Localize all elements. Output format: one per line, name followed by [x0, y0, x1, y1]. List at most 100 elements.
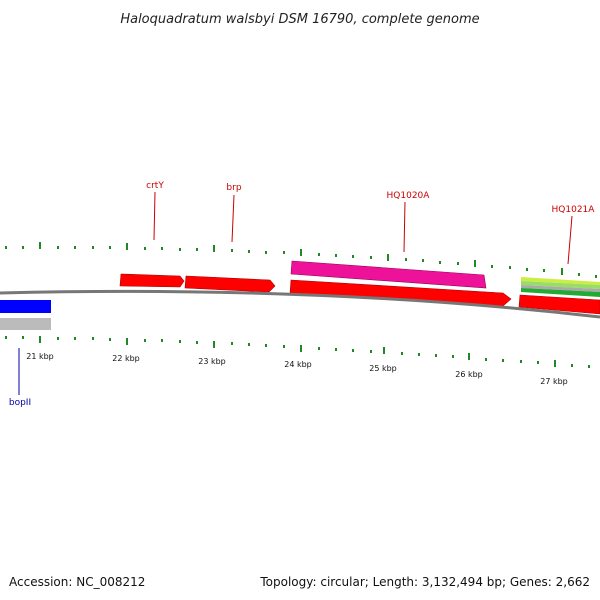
- gene-HQ1021A-lightgreen[interactable]: [521, 281, 600, 289]
- inner-minor-tick: [335, 348, 337, 351]
- outer-minor-tick: [318, 253, 320, 256]
- outer-minor-tick: [422, 259, 424, 262]
- outer-tick-row: [5, 242, 597, 278]
- outer-minor-tick: [57, 246, 59, 249]
- outer-major-tick: [300, 249, 302, 256]
- tick-label-25kbp: 25 kbp: [369, 364, 397, 373]
- outer-minor-tick: [22, 246, 24, 249]
- inner-major-tick: [300, 345, 302, 352]
- gene-HQ1021A-grey[interactable]: [521, 285, 600, 292]
- inner-minor-tick: [196, 341, 198, 344]
- tick-label-22kbp: 22 kbp: [112, 354, 140, 363]
- outer-minor-tick: [352, 255, 354, 258]
- gene-brp[interactable]: [184, 275, 276, 293]
- gene-label-bopII[interactable]: bopII: [9, 398, 31, 408]
- tick-label-23kbp: 23 kbp: [198, 357, 226, 366]
- inner-minor-tick: [92, 337, 94, 340]
- inner-minor-tick: [370, 350, 372, 353]
- outer-minor-tick: [491, 265, 493, 268]
- gene-label-crtY[interactable]: crtY: [146, 181, 164, 191]
- inner-minor-tick: [588, 365, 590, 368]
- gene-bopII-grey[interactable]: [0, 318, 51, 330]
- inner-minor-tick: [435, 354, 437, 357]
- inner-minor-tick: [109, 338, 111, 341]
- inner-minor-tick: [161, 339, 163, 342]
- inner-minor-tick: [74, 337, 76, 340]
- outer-minor-tick: [283, 251, 285, 254]
- inner-major-tick: [126, 338, 128, 345]
- accession-label: Accession: NC_008212: [9, 575, 145, 589]
- gene-HQ1021A-green[interactable]: [521, 288, 600, 297]
- outer-minor-tick: [457, 262, 459, 265]
- gene-label-HQ1020A[interactable]: HQ1020A: [387, 191, 431, 201]
- gene-label-HQ1021A[interactable]: HQ1021A: [552, 205, 596, 215]
- outer-minor-tick: [439, 261, 441, 264]
- inner-major-tick: [213, 341, 215, 348]
- leader-line-HQ1020A: [403, 201, 406, 253]
- inner-minor-tick: [22, 336, 24, 339]
- genome-stats: Topology: circular; Length: 3,132,494 bp…: [259, 575, 590, 589]
- tick-label-24kbp: 24 kbp: [284, 360, 312, 369]
- gene-HQ1021A-red[interactable]: [518, 294, 600, 315]
- outer-minor-tick: [526, 268, 528, 271]
- inner-major-tick: [383, 347, 385, 354]
- inner-minor-tick: [418, 353, 420, 356]
- gene-leader-lines: [18, 191, 573, 395]
- outer-minor-tick: [509, 266, 511, 269]
- outer-minor-tick: [370, 256, 372, 259]
- outer-minor-tick: [5, 246, 7, 249]
- reverse-strand-genes: [0, 300, 51, 330]
- inner-major-tick: [468, 353, 470, 360]
- map-title: Haloquadratum walsbyi DSM 16790, complet…: [120, 12, 479, 27]
- inner-minor-tick: [318, 347, 320, 350]
- outer-minor-tick: [179, 248, 181, 251]
- inner-minor-tick: [520, 360, 522, 363]
- tick-label-26kbp: 26 kbp: [455, 370, 483, 379]
- inner-minor-tick: [485, 358, 487, 361]
- inner-minor-tick: [537, 361, 539, 364]
- outer-minor-tick: [578, 273, 580, 276]
- gene-labels: crtY brp HQ1020A HQ1021A bopII: [9, 181, 595, 408]
- inner-minor-tick: [502, 359, 504, 362]
- inner-minor-tick: [5, 336, 7, 339]
- outer-major-tick: [213, 245, 215, 252]
- inner-minor-tick: [571, 364, 573, 367]
- forward-strand-genes: [119, 260, 600, 315]
- inner-minor-tick: [265, 344, 267, 347]
- gene-HQ1020A-highlight[interactable]: [290, 260, 487, 289]
- inner-minor-tick: [179, 340, 181, 343]
- gene-bopII[interactable]: [0, 300, 51, 313]
- outer-minor-tick: [595, 275, 597, 278]
- leader-line-brp: [231, 194, 235, 243]
- inner-minor-tick: [352, 349, 354, 352]
- inner-major-tick: [39, 336, 41, 343]
- outer-minor-tick: [405, 258, 407, 261]
- gene-label-brp[interactable]: brp: [226, 183, 241, 193]
- outer-major-tick: [474, 260, 476, 267]
- outer-minor-tick: [543, 269, 545, 272]
- inner-minor-tick: [248, 343, 250, 346]
- inner-minor-tick: [452, 355, 454, 358]
- outer-minor-tick: [231, 249, 233, 252]
- outer-minor-tick: [335, 254, 337, 257]
- inner-major-tick: [554, 360, 556, 367]
- outer-major-tick: [387, 254, 389, 261]
- outer-minor-tick: [144, 247, 146, 250]
- leader-line-HQ1021A: [567, 215, 573, 265]
- outer-minor-tick: [74, 246, 76, 249]
- scale-labels: 21 kbp 22 kbp 23 kbp 24 kbp 25 kbp 26 kb…: [26, 352, 568, 386]
- outer-minor-tick: [248, 250, 250, 253]
- tick-label-27kbp: 27 kbp: [540, 377, 568, 386]
- outer-minor-tick: [109, 246, 111, 249]
- genome-backbone: [0, 289, 600, 319]
- outer-major-tick: [561, 268, 563, 275]
- gene-HQ1020A[interactable]: [289, 279, 512, 307]
- inner-minor-tick: [401, 352, 403, 355]
- gene-HQ1021A-yellow[interactable]: [521, 277, 600, 285]
- tick-label-21kbp: 21 kbp: [26, 352, 54, 361]
- gene-crtY[interactable]: [119, 273, 185, 288]
- outer-minor-tick: [161, 247, 163, 250]
- outer-minor-tick: [196, 248, 198, 251]
- inner-minor-tick: [283, 345, 285, 348]
